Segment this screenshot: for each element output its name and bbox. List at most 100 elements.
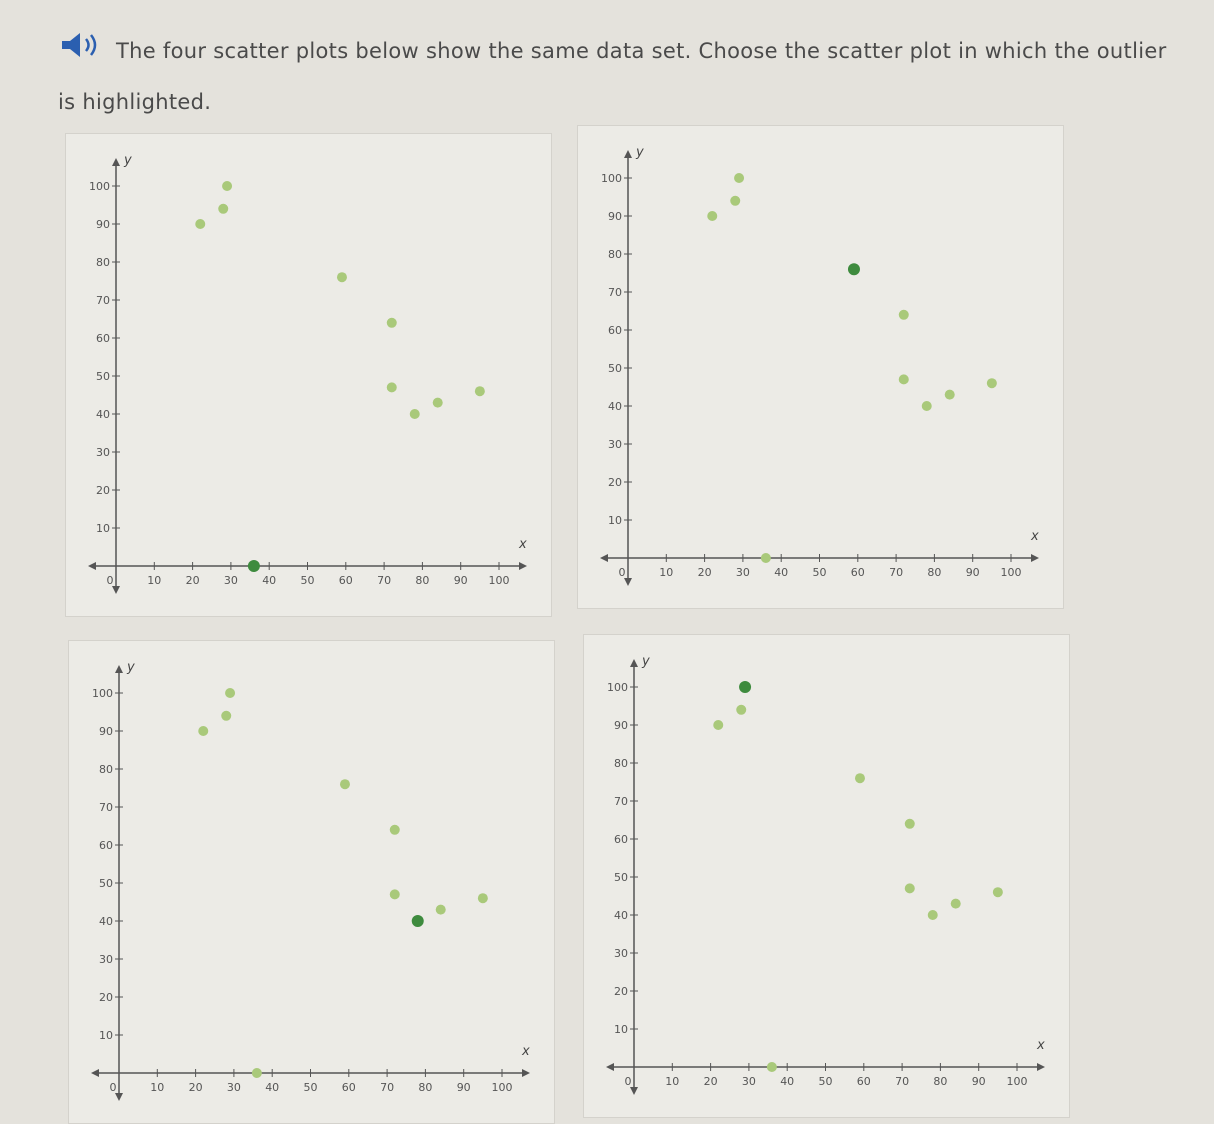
data-point xyxy=(435,904,446,915)
x-tick-label: 70 xyxy=(889,566,903,579)
x-axis-label: x xyxy=(1036,1038,1045,1053)
data-point xyxy=(386,382,397,393)
x-tick-label: 90 xyxy=(454,574,468,587)
y-tick-label: 20 xyxy=(96,484,110,497)
y-tick-label: 50 xyxy=(99,877,113,890)
data-point xyxy=(904,818,915,829)
data-point xyxy=(950,898,961,909)
x-tick-label: 40 xyxy=(262,574,276,587)
data-point xyxy=(921,401,932,411)
y-tick-label: 10 xyxy=(614,1023,628,1036)
y-axis-label: y xyxy=(635,145,644,160)
question: The four scatter plots below show the sa… xyxy=(58,26,1178,127)
y-tick-label: 30 xyxy=(99,953,113,966)
x-tick-label: 20 xyxy=(186,574,200,587)
data-point xyxy=(225,688,236,698)
y-tick-label: 20 xyxy=(614,985,628,998)
x-tick-label: 60 xyxy=(857,1075,871,1088)
scatter-plot-option-2[interactable]: x y 0 10 20 30 40 50 60 70 80 90 100 10 20 30 40 50 60 70 80… xyxy=(577,125,1064,609)
y-tick-label: 60 xyxy=(608,324,622,337)
y-tick-label: 30 xyxy=(608,438,622,451)
data-point xyxy=(986,378,997,389)
data-point xyxy=(221,710,232,721)
x-tick-label: 0 xyxy=(107,574,114,587)
data-point xyxy=(713,720,724,730)
x-tick-label: 100 xyxy=(492,1081,513,1094)
data-point xyxy=(760,553,771,563)
y-axis-arrow-down xyxy=(630,1087,638,1095)
x-axis-arrow-left xyxy=(606,1063,614,1071)
y-tick-label: 100 xyxy=(89,180,110,193)
x-axis-arrow-left xyxy=(600,554,608,562)
highlighted-point xyxy=(847,263,860,276)
x-axis-label: x xyxy=(1030,529,1039,544)
y-tick-label: 100 xyxy=(601,172,622,185)
data-point xyxy=(992,887,1003,898)
x-tick-label: 30 xyxy=(742,1075,756,1088)
data-point xyxy=(409,409,420,419)
data-point xyxy=(386,317,397,328)
y-tick-label: 70 xyxy=(96,294,110,307)
y-tick-label: 40 xyxy=(608,400,622,413)
x-tick-label: 50 xyxy=(819,1075,833,1088)
data-point xyxy=(474,386,485,397)
data-point xyxy=(904,883,915,894)
data-point xyxy=(766,1062,777,1072)
x-axis-arrow-left xyxy=(91,1069,99,1077)
y-tick-label: 30 xyxy=(96,446,110,459)
y-tick-label: 10 xyxy=(99,1029,113,1042)
scatter-plot-option-3[interactable]: x y 0 10 20 30 40 50 60 70 80 90 100 10 20 30 40 50 60 70 80… xyxy=(68,640,555,1124)
x-axis-arrow xyxy=(1037,1063,1045,1071)
x-tick-label: 10 xyxy=(150,1081,164,1094)
y-axis-label: y xyxy=(641,654,650,669)
y-tick-label: 90 xyxy=(614,719,628,732)
x-tick-label: 0 xyxy=(625,1075,632,1088)
x-tick-label: 20 xyxy=(698,566,712,579)
x-axis-label: x xyxy=(518,537,527,552)
x-tick-label: 70 xyxy=(380,1081,394,1094)
data-point xyxy=(707,211,718,221)
y-tick-label: 40 xyxy=(96,408,110,421)
y-tick-label: 80 xyxy=(614,757,628,770)
y-tick-label: 40 xyxy=(614,909,628,922)
scatter-plot-option-4[interactable]: x y 0 10 20 30 40 50 60 70 80 90 100 10 20 30 40 50 60 70 80… xyxy=(583,634,1070,1118)
y-tick-label: 50 xyxy=(608,362,622,375)
data-point xyxy=(389,889,400,900)
data-point xyxy=(218,203,229,214)
y-axis-arrow xyxy=(115,665,123,673)
x-tick-label: 30 xyxy=(224,574,238,587)
scatter-plot-option-1[interactable]: x y 0 10 20 30 40 50 60 70 80 90 100 10 20 30 40 50 60 70 80… xyxy=(65,133,552,617)
speaker-icon[interactable] xyxy=(58,27,106,77)
data-point xyxy=(251,1068,262,1078)
x-axis-arrow-left xyxy=(88,562,96,570)
y-axis-label: y xyxy=(126,660,135,675)
x-tick-label: 70 xyxy=(895,1075,909,1088)
question-text: The four scatter plots below show the sa… xyxy=(58,39,1167,114)
y-axis-arrow xyxy=(112,158,120,166)
y-tick-label: 50 xyxy=(96,370,110,383)
x-tick-label: 40 xyxy=(265,1081,279,1094)
y-tick-label: 60 xyxy=(99,839,113,852)
x-tick-label: 100 xyxy=(1001,566,1022,579)
x-axis-label: x xyxy=(521,1044,530,1059)
data-point xyxy=(195,219,206,229)
x-tick-label: 60 xyxy=(851,566,865,579)
x-axis-arrow xyxy=(522,1069,530,1077)
data-point xyxy=(389,824,400,835)
data-point xyxy=(898,374,909,385)
data-point xyxy=(198,726,209,736)
x-tick-label: 0 xyxy=(619,566,626,579)
x-tick-label: 0 xyxy=(110,1081,117,1094)
data-point xyxy=(734,173,745,183)
x-axis-arrow xyxy=(519,562,527,570)
x-tick-label: 10 xyxy=(665,1075,679,1088)
x-tick-label: 50 xyxy=(301,574,315,587)
x-tick-label: 40 xyxy=(774,566,788,579)
data-point xyxy=(927,910,938,920)
data-point xyxy=(477,893,488,904)
data-point xyxy=(339,779,350,790)
y-axis-arrow xyxy=(630,659,638,667)
highlighted-point xyxy=(739,681,752,693)
x-tick-label: 100 xyxy=(1007,1075,1028,1088)
y-tick-label: 20 xyxy=(608,476,622,489)
